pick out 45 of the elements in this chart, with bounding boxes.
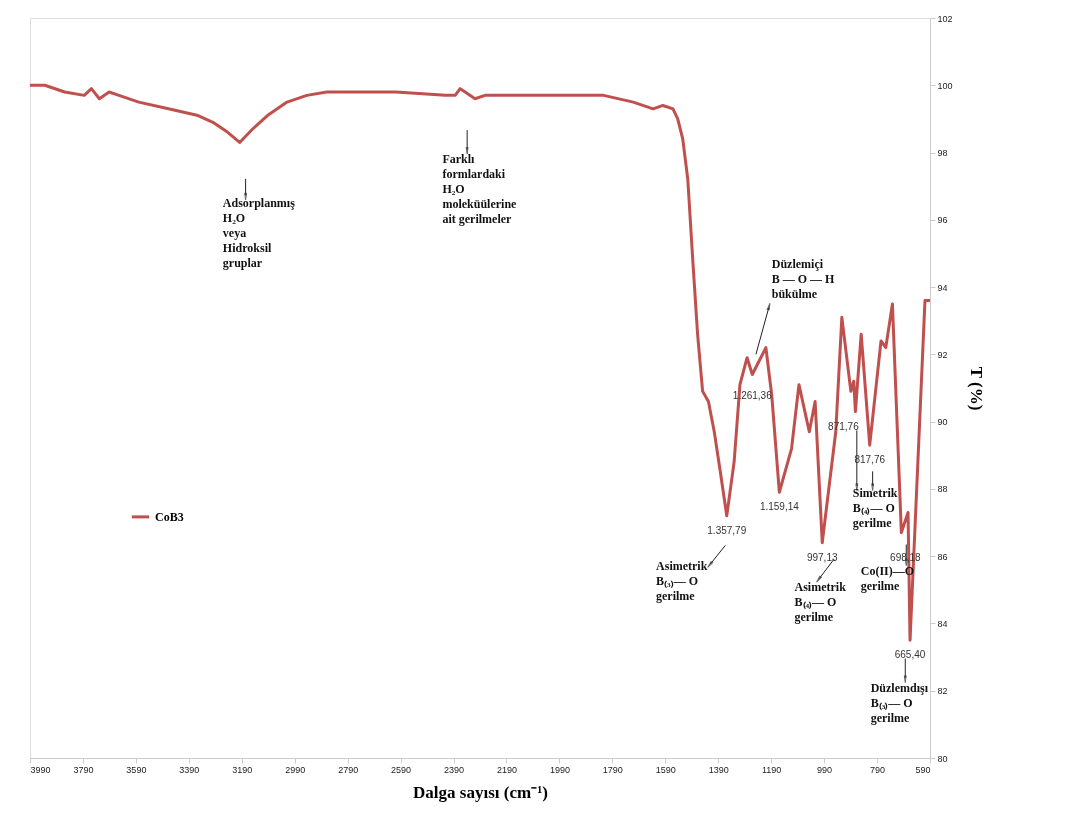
x-tick-label: 1990 (549, 764, 570, 775)
x-tick-label: 590 (915, 764, 931, 775)
y-tick-label: 82 (937, 686, 948, 697)
x-tick-label: 2190 (496, 764, 517, 775)
annotation: Asimetrik B₍₃₎— O gerilme (656, 559, 708, 604)
annotation: Adsorplanmış H₂O veya Hidroksil gruplar (222, 196, 296, 271)
y-tick-label: 94 (937, 282, 948, 293)
line-series (28, 83, 932, 642)
x-tick-label: 2990 (285, 764, 306, 775)
y-tick-label: 98 (937, 148, 948, 159)
x-tick-label: 2790 (338, 764, 359, 775)
y-tick-label: 86 (937, 551, 948, 562)
y-tick-label: 92 (937, 349, 948, 360)
x-tick-label: 1590 (655, 764, 676, 775)
annotation: 997,13 (806, 551, 838, 563)
legend-label: CoB3 (155, 509, 184, 524)
y-tick-label: 100 (937, 80, 953, 91)
annotation: Asimetrik B₍₄₎— O gerilme (794, 579, 847, 624)
x-tick-label: 3990 (30, 764, 51, 775)
y-tick-label: 90 (937, 417, 948, 428)
x-tick-label: 3190 (232, 764, 253, 775)
annotation: 1.159,14 (759, 501, 800, 513)
x-tick-label: 2390 (444, 764, 465, 775)
x-axis-title: Dalga sayısı (cm⁻¹) (413, 782, 548, 802)
y-tick-label: 102 (937, 13, 953, 24)
annotation: Düzlemdışı B₍₃₎— O gerilme (870, 680, 929, 725)
annotation: Düzlemiçi B — O — H bükülme (771, 256, 836, 301)
x-tick-label: 1790 (602, 764, 623, 775)
x-tick-label: 3590 (126, 764, 147, 775)
x-tick-label: 2590 (391, 764, 412, 775)
y-tick-label: 96 (937, 215, 948, 226)
x-tick-label: 1390 (708, 764, 729, 775)
x-tick-label: 3390 (179, 764, 200, 775)
x-tick-label: 3790 (73, 764, 94, 775)
y-tick-label: 88 (937, 484, 948, 495)
annotation: 665,40 (894, 649, 926, 661)
x-tick-label: 790 (870, 764, 886, 775)
x-tick-label: 990 (817, 764, 833, 775)
x-tick-label: 1190 (762, 764, 782, 775)
y-tick-label: 84 (937, 618, 948, 629)
annotation: Simetrik B₍₄₎— O gerilme (852, 485, 898, 530)
annotation: Farklı formlardaki H₂O moleküülerine ait gerilmeler (442, 152, 518, 227)
y-tick-label: 80 (937, 753, 948, 764)
y-axis-title: T (%) (966, 366, 986, 411)
annotation: 1.357,79 (707, 524, 747, 536)
